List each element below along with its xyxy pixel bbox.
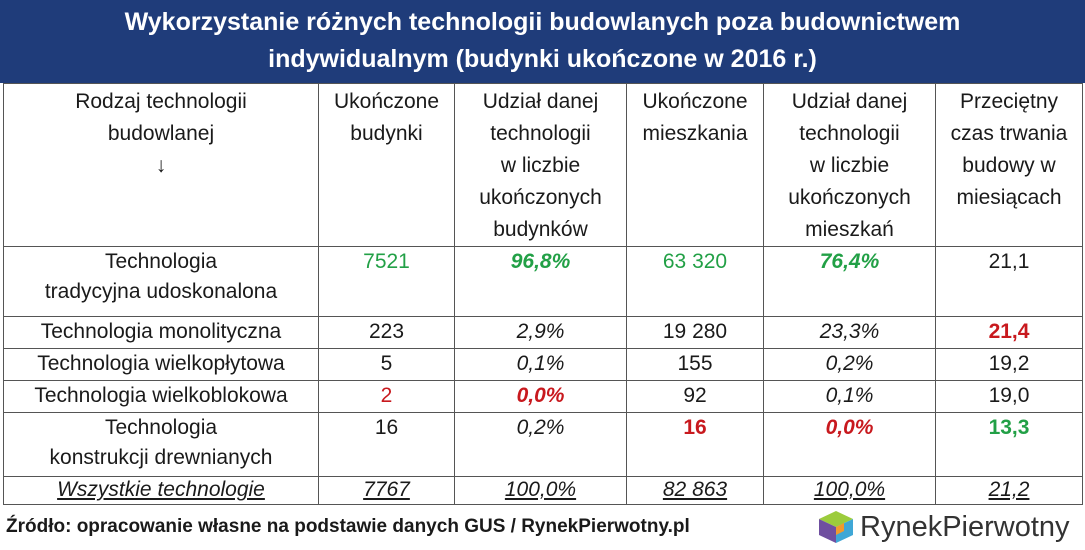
header-row: Rodzaj technologii budowlanej ↓ Ukończon… — [3, 83, 1083, 247]
cell-buildings: 2 — [318, 380, 455, 413]
cell-buildings: 7521 — [318, 246, 455, 317]
logo-text: RynekPierwotny — [860, 511, 1070, 543]
col-header-share-flats: Udział danej technologii w liczbie ukońc… — [763, 83, 936, 247]
cell-buildings: 5 — [318, 348, 455, 381]
row-label: Technologia wielkoblokowa — [3, 380, 319, 413]
source-note: Źródło: opracowanie własne na podstawie … — [6, 516, 690, 537]
cell-buildings: 16 — [318, 412, 455, 477]
table-row: Technologia konstrukcji drewnianych 16 0… — [3, 412, 1083, 477]
title-line-2: indywidualnym (budynki ukończone w 2016 … — [268, 45, 817, 73]
table-title: Wykorzystanie różnych technologii budowl… — [0, 0, 1085, 83]
col-header-buildings: Ukończone budynki — [318, 83, 455, 247]
cell-share-buildings: 0,2% — [454, 412, 627, 477]
total-share-buildings: 100,0% — [454, 476, 627, 505]
cell-share-flats: 23,3% — [763, 316, 936, 349]
cell-share-flats: 76,4% — [763, 246, 936, 317]
total-flats: 82 863 — [626, 476, 764, 505]
cell-share-buildings: 96,8% — [454, 246, 627, 317]
total-row: Wszystkie technologie 7767 100,0% 82 863… — [3, 476, 1083, 505]
cell-share-buildings: 0,1% — [454, 348, 627, 381]
row-label: Technologia konstrukcji drewnianych — [3, 412, 319, 477]
col-header-share-buildings: Udział danej technologii w liczbie ukońc… — [454, 83, 627, 247]
cell-share-buildings: 2,9% — [454, 316, 627, 349]
cell-months: 19,2 — [935, 348, 1083, 381]
row-label: Technologia tradycyjna udoskonalona — [3, 246, 319, 317]
cell-months: 21,4 — [935, 316, 1083, 349]
row-label: Technologia monolityczna — [3, 316, 319, 349]
table-row: Technologia monolityczna 223 2,9% 19 280… — [3, 316, 1083, 349]
cell-flats: 19 280 — [626, 316, 764, 349]
col-header-technology: Rodzaj technologii budowlanej ↓ — [3, 83, 319, 247]
house-cube-icon — [819, 511, 853, 543]
total-buildings: 7767 — [318, 476, 455, 505]
technology-table: Rodzaj technologii budowlanej ↓ Ukończon… — [3, 83, 1083, 505]
cell-months: 21,1 — [935, 246, 1083, 317]
total-share-flats: 100,0% — [763, 476, 936, 505]
cell-share-flats: 0,0% — [763, 412, 936, 477]
cell-share-buildings: 0,0% — [454, 380, 627, 413]
total-months: 21,2 — [935, 476, 1083, 505]
table-row: Technologia wielkopłytowa 5 0,1% 155 0,2… — [3, 348, 1083, 381]
cell-flats: 155 — [626, 348, 764, 381]
row-label: Technologia wielkopłytowa — [3, 348, 319, 381]
table-row: Technologia tradycyjna udoskonalona 7521… — [3, 246, 1083, 317]
cell-buildings: 223 — [318, 316, 455, 349]
title-line-1: Wykorzystanie różnych technologii budowl… — [124, 8, 961, 36]
col-header-months: Przeciętny czas trwania budowy w miesiąc… — [935, 83, 1083, 247]
cell-months: 19,0 — [935, 380, 1083, 413]
arrow-down-icon: ↓ — [155, 154, 167, 177]
cell-share-flats: 0,1% — [763, 380, 936, 413]
logo: RynekPierwotny — [818, 509, 1070, 545]
cell-months: 13,3 — [935, 412, 1083, 477]
cell-flats: 63 320 — [626, 246, 764, 317]
cell-share-flats: 0,2% — [763, 348, 936, 381]
col-header-flats: Ukończone mieszkania — [626, 83, 764, 247]
table-row: Technologia wielkoblokowa 2 0,0% 92 0,1%… — [3, 380, 1083, 413]
cell-flats: 16 — [626, 412, 764, 477]
cell-flats: 92 — [626, 380, 764, 413]
total-label: Wszystkie technologie — [3, 476, 319, 505]
